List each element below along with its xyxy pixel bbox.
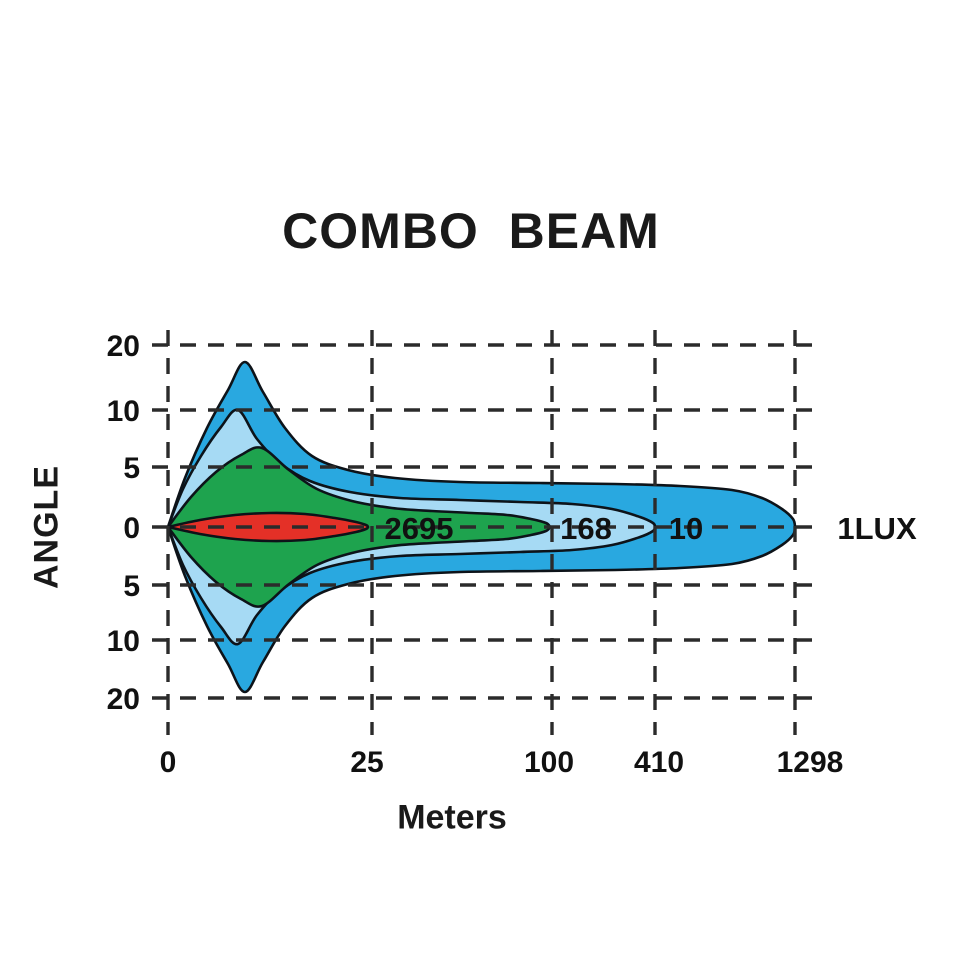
x-tick-label: 0 — [160, 746, 177, 779]
contour-lux-label: 10 — [669, 511, 703, 546]
x-axis-title: Meters — [397, 798, 507, 837]
contour-lux-label: 1LUX — [837, 511, 917, 546]
x-tick-label: 410 — [634, 746, 684, 779]
chart-title: COMBO BEAM — [282, 203, 660, 259]
contour-lux-label: 168 — [560, 511, 612, 546]
x-tick-label: 25 — [350, 746, 383, 779]
contour-lux-label: 2695 — [385, 511, 454, 546]
y-tick-label: 0 — [123, 512, 140, 545]
y-tick-label: 20 — [107, 330, 140, 363]
y-tick-label: 5 — [123, 452, 140, 485]
y-tick-label: 20 — [107, 683, 140, 716]
x-tick-label: 100 — [524, 746, 574, 779]
y-tick-label: 5 — [123, 570, 140, 603]
x-tick-label: 1298 — [777, 746, 844, 779]
y-tick-label: 10 — [107, 395, 140, 428]
y-tick-label: 10 — [107, 625, 140, 658]
